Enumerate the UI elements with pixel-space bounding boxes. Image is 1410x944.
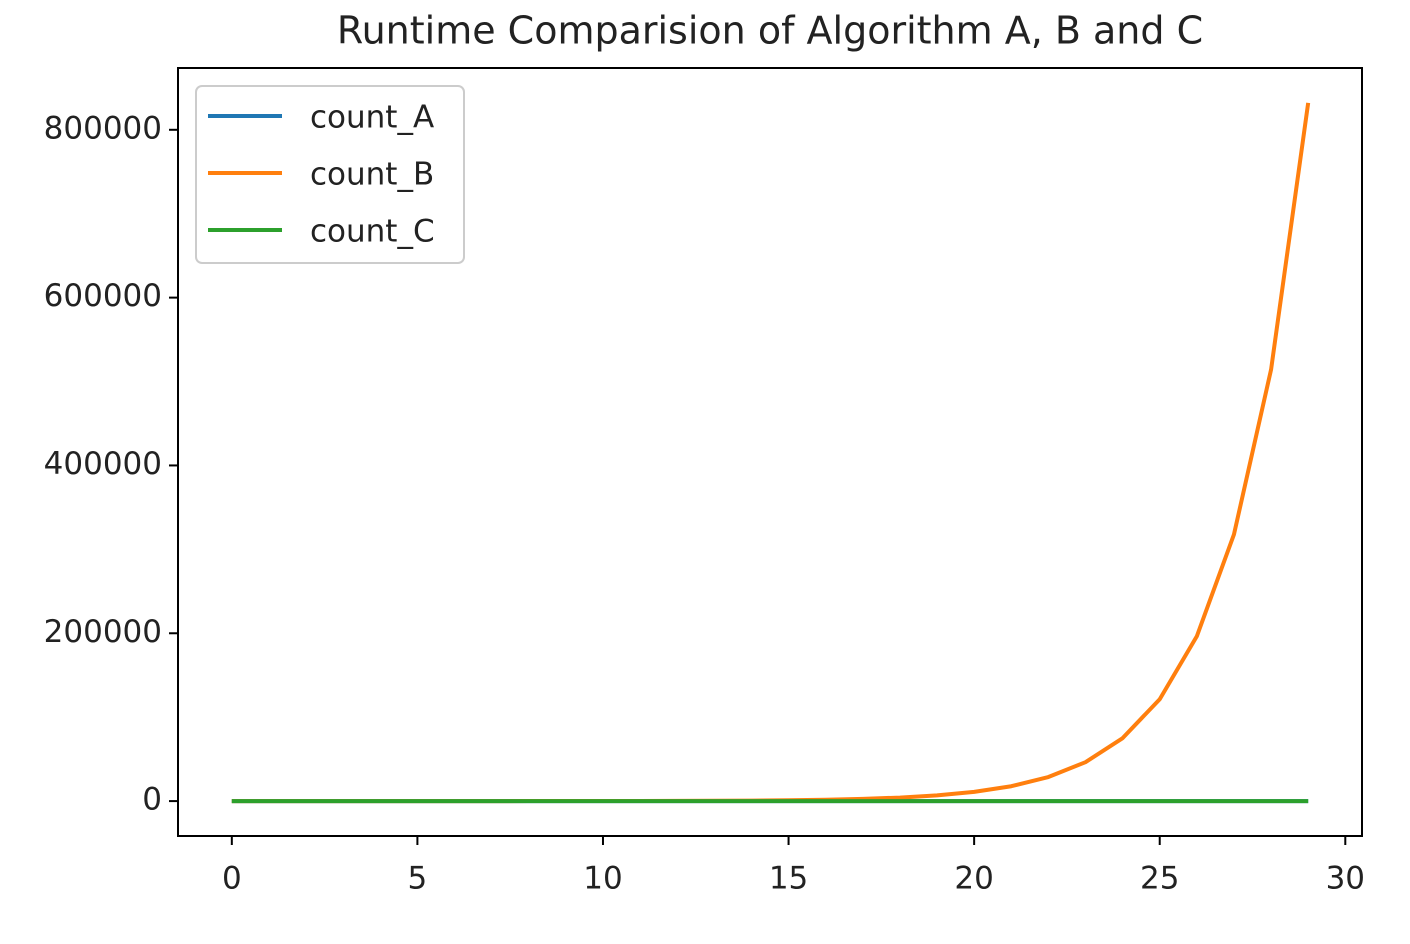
legend-label: count_C [310,214,435,250]
chart-title: Runtime Comparision of Algorithm A, B an… [337,9,1203,53]
y-tick-label: 0 [142,782,162,818]
x-tick-label: 20 [954,861,993,897]
x-tick-label: 5 [408,861,428,897]
y-tick-label: 200000 [44,614,162,650]
y-tick-label: 400000 [44,446,162,482]
y-tick-label: 800000 [44,110,162,146]
x-tick-label: 15 [769,861,808,897]
legend-label: count_A [310,100,434,136]
x-tick-label: 30 [1326,861,1365,897]
y-tick-label: 600000 [44,278,162,314]
x-tick-label: 25 [1140,861,1179,897]
legend-label: count_B [310,157,434,193]
x-tick-label: 0 [222,861,242,897]
x-tick-label: 10 [583,861,622,897]
